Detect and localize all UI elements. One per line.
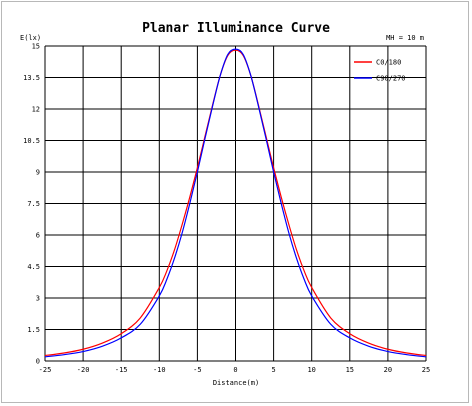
- x-tick-label: 0: [233, 366, 237, 374]
- y-tick-label: 12: [32, 106, 40, 114]
- x-tick-label: -15: [115, 366, 128, 374]
- x-axis-label: Distance(m): [213, 379, 259, 387]
- series-line-1: [44, 48, 427, 358]
- legend-label-0: C0/180: [376, 59, 401, 67]
- x-tick-label: 25: [422, 366, 430, 374]
- x-tick-label: -5: [193, 366, 201, 374]
- y-tick-label: 10.5: [23, 137, 40, 145]
- y-tick-label: 7.5: [27, 200, 40, 208]
- chart-series: [44, 48, 427, 358]
- x-tick-label: 20: [384, 366, 392, 374]
- chart-legend: C0/180 C90/270: [354, 59, 406, 83]
- y-axis-label: E(lx): [20, 34, 41, 42]
- chart-title: Planar Illuminance Curve: [142, 21, 330, 36]
- mounting-height-annotation: MH = 10 m: [386, 34, 424, 42]
- series-line-0: [44, 49, 427, 357]
- legend-label-1: C90/270: [376, 75, 406, 83]
- x-tick-labels: -25 -20 -15 -10 -5 0 5 10 15 20 25: [39, 366, 431, 374]
- x-tick-label: 10: [307, 366, 315, 374]
- y-tick-label: 4.5: [27, 263, 40, 271]
- x-tick-label: 15: [346, 366, 354, 374]
- y-tick-label: 15: [32, 43, 40, 51]
- x-tick-label: -10: [153, 366, 166, 374]
- y-tick-label: 3: [36, 295, 40, 303]
- y-tick-labels: 0 1.5 3 4.5 6 7.5 9 10.5 12 13.5 15: [23, 43, 40, 366]
- x-tick-label: 5: [271, 366, 275, 374]
- y-tick-label: 6: [36, 232, 40, 240]
- x-tick-label: -25: [39, 366, 52, 374]
- y-tick-label: 9: [36, 169, 40, 177]
- y-tick-label: 1.5: [27, 326, 40, 334]
- y-tick-label: 0: [36, 358, 40, 366]
- y-tick-label: 13.5: [23, 74, 40, 82]
- x-tick-label: -20: [77, 366, 90, 374]
- chart-grid: [44, 45, 427, 362]
